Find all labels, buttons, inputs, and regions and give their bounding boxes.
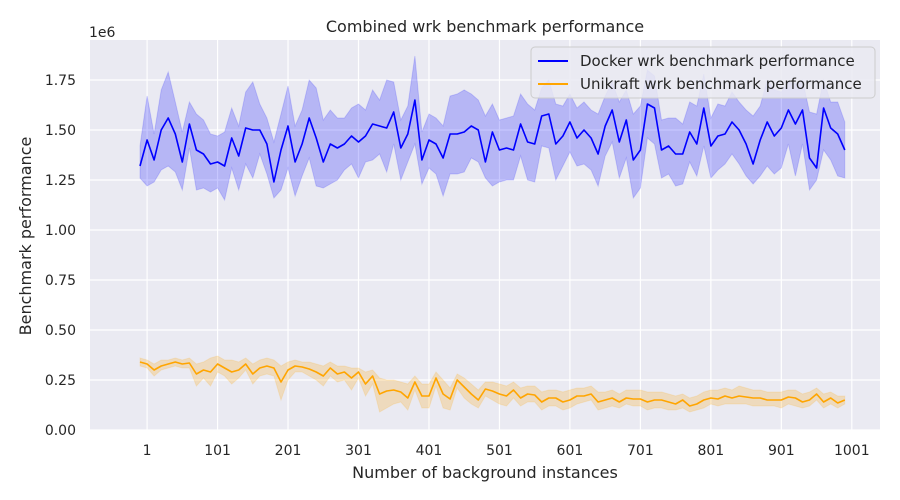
y-tick-label: 1.75 <box>45 73 76 89</box>
band-docker <box>139 55 846 202</box>
x-tick-label: 1 <box>143 443 152 459</box>
legend: Docker wrk benchmark performance Unikraf… <box>530 46 876 99</box>
y-tick-label: 0.50 <box>45 323 76 339</box>
y-tick-label: 0.75 <box>45 273 76 289</box>
y-tick-label: 0.00 <box>45 423 76 439</box>
x-tick-label: 201 <box>275 443 302 459</box>
series-line-unikraft <box>139 361 846 407</box>
confidence-bands <box>139 55 846 413</box>
band-unikraft <box>139 355 846 413</box>
x-tick-label: 1001 <box>834 443 870 459</box>
y-tick-label: 1.50 <box>45 123 76 139</box>
x-tick-label: 101 <box>204 443 231 459</box>
x-tick-label: 401 <box>416 443 443 459</box>
x-tick-labels: 1 101 201 301 401 501 601 701 801 901 1001 <box>143 443 870 459</box>
y-tick-label: 0.25 <box>45 373 76 389</box>
y-tick-labels: 0.00 0.25 0.50 0.75 1.00 1.25 1.50 1.75 <box>45 73 76 439</box>
legend-label-docker: Docker wrk benchmark performance <box>580 52 855 70</box>
series-lines <box>139 99 846 407</box>
x-tick-label: 301 <box>345 443 372 459</box>
legend-box <box>530 46 876 99</box>
x-tick-label: 701 <box>627 443 654 459</box>
y-offset-text: 1e6 <box>89 25 116 41</box>
x-axis-label: Number of background instances <box>352 463 618 482</box>
y-tick-label: 1.25 <box>45 173 76 189</box>
series-line-docker <box>139 99 846 183</box>
x-tick-label: 601 <box>557 443 584 459</box>
x-tick-label: 901 <box>768 443 795 459</box>
y-tick-label: 1.00 <box>45 223 76 239</box>
x-tick-label: 501 <box>486 443 513 459</box>
legend-label-unikraft: Unikraft wrk benchmark performance <box>580 75 862 93</box>
x-tick-label: 801 <box>697 443 724 459</box>
chart-title: Combined wrk benchmark performance <box>326 17 644 36</box>
plot-area <box>90 40 880 430</box>
y-axis-label: Benchmark performance <box>16 137 35 336</box>
